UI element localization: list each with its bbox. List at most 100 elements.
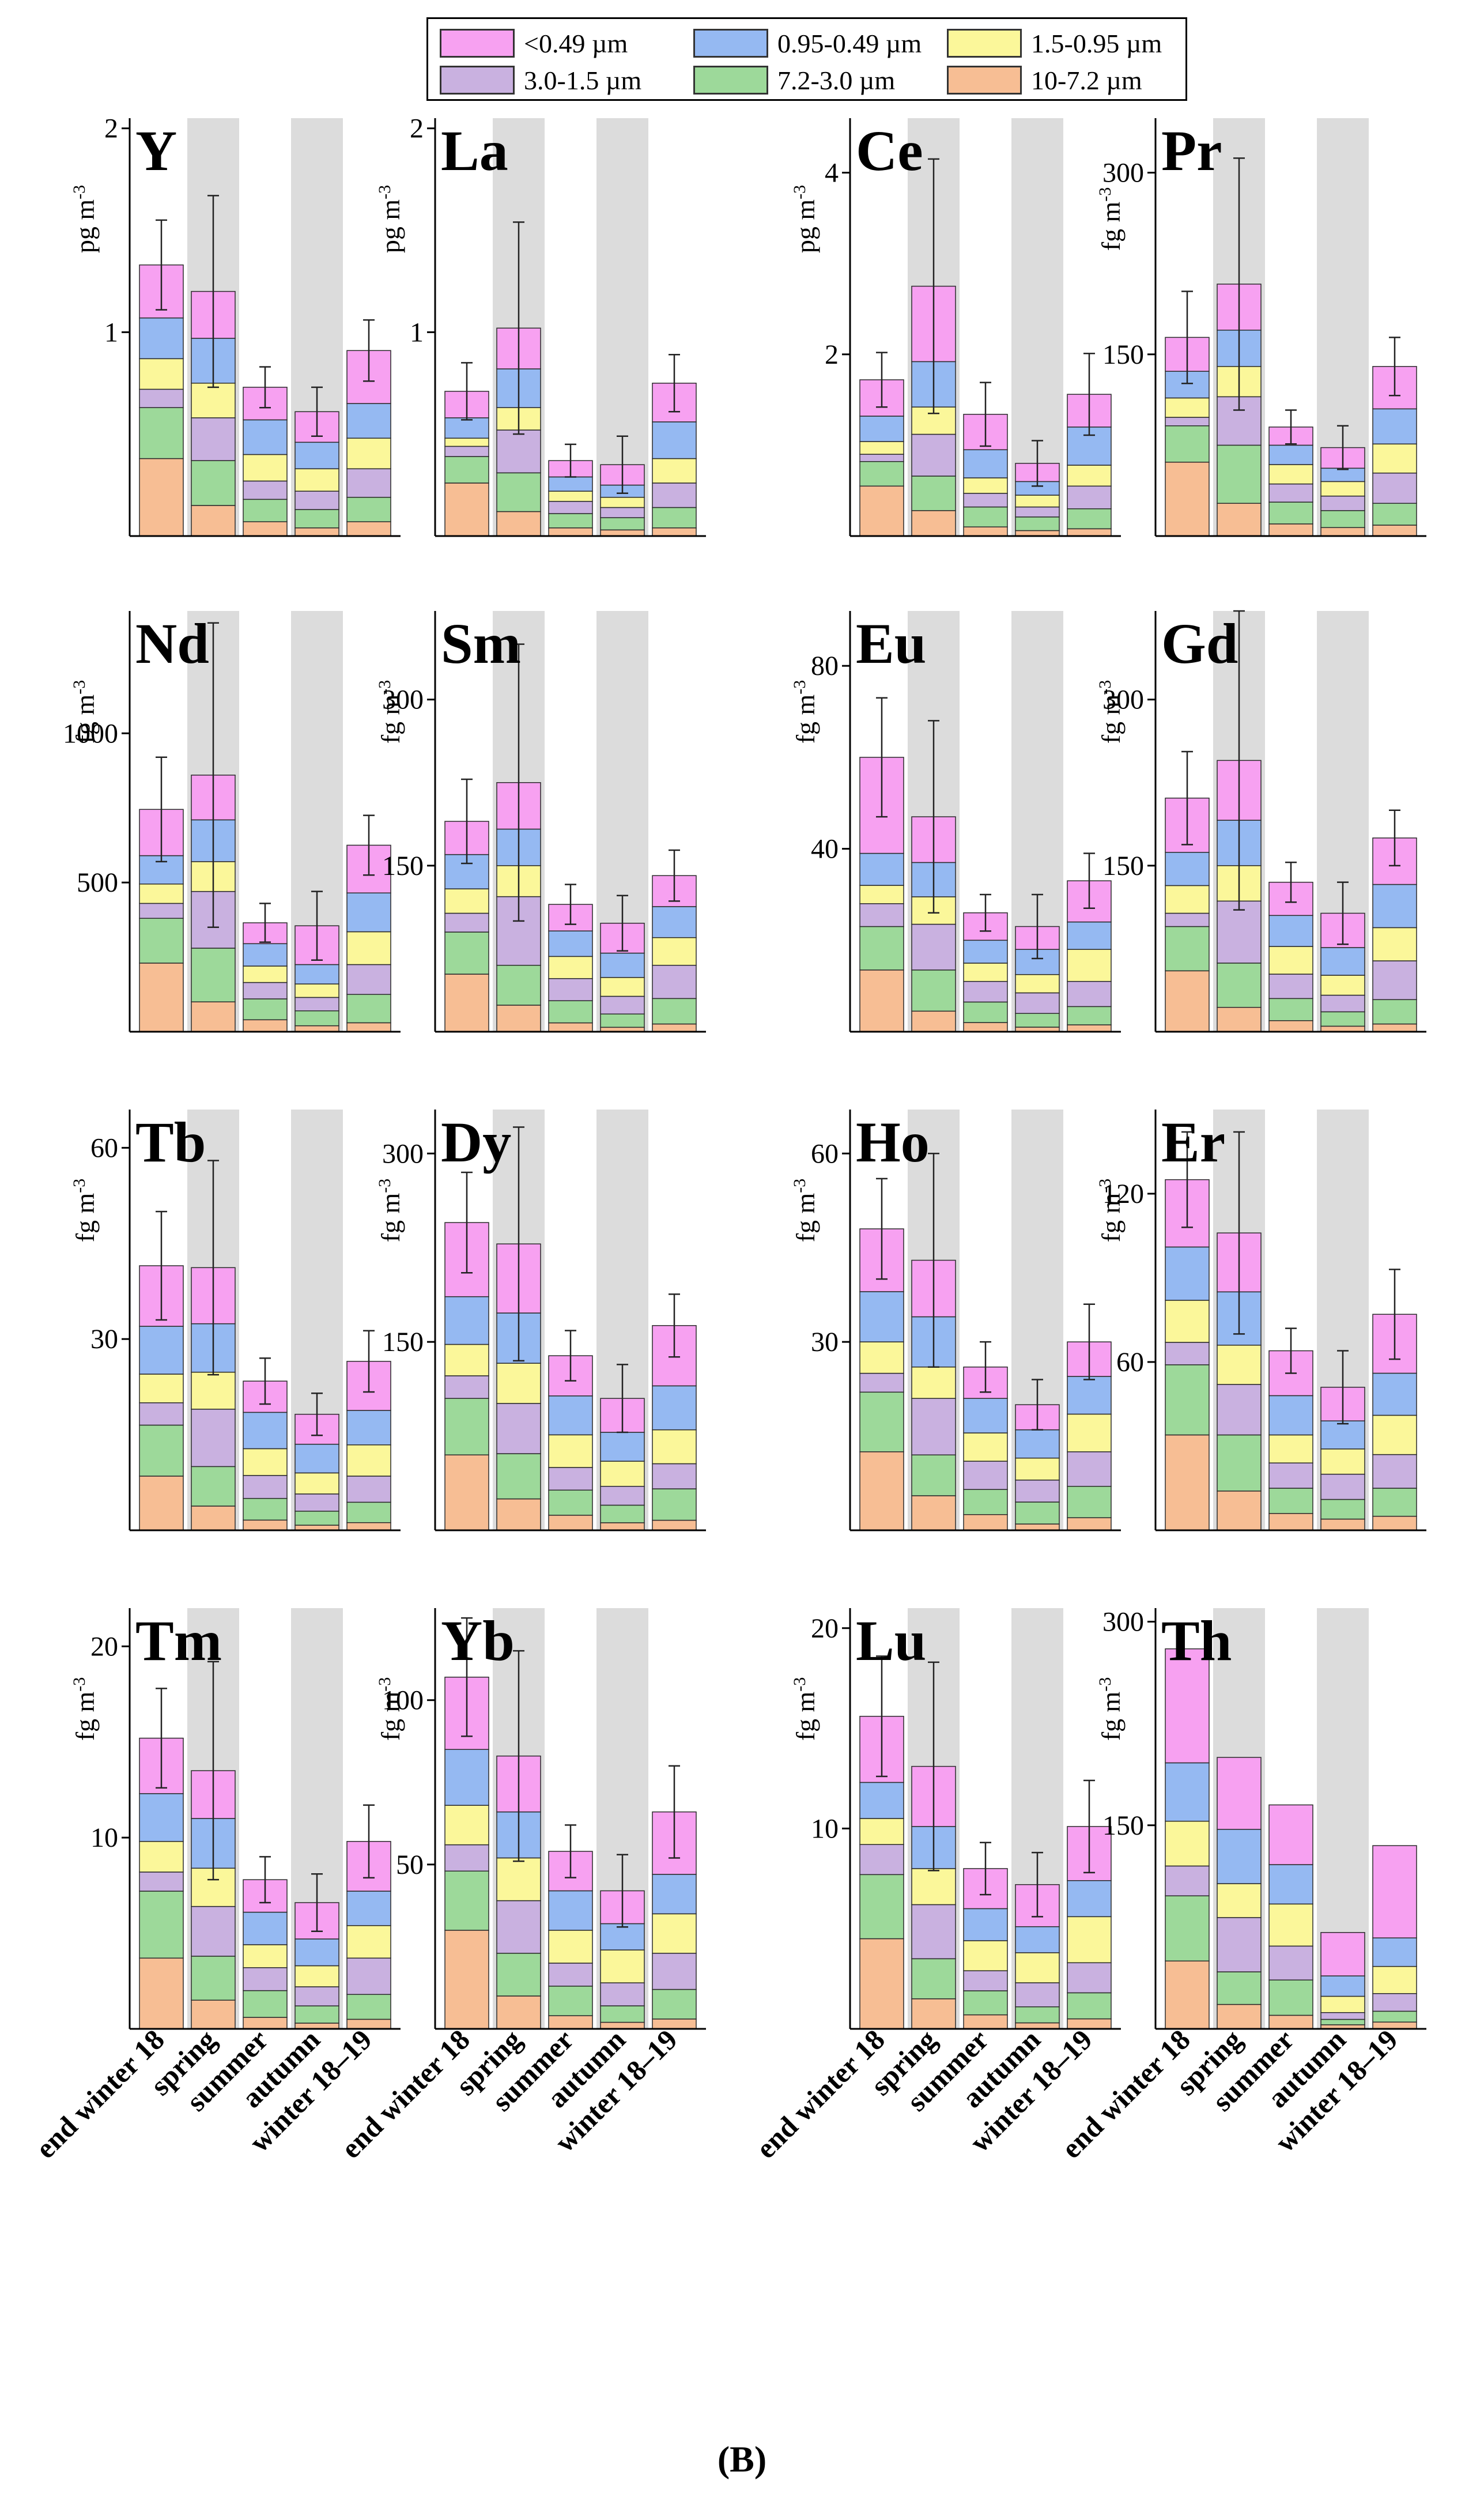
bar-segment-la-1-2 bbox=[496, 429, 541, 474]
chart-ho: 30 60 fg m-3 Ho bbox=[790, 1110, 1121, 1531]
y-tick-label-gd-1: 300 bbox=[1102, 685, 1144, 715]
bar-segment-la-2-0 bbox=[548, 527, 593, 537]
bar-segment-pr-2-4 bbox=[1268, 444, 1313, 465]
bar-segment-ho-2-4 bbox=[963, 1398, 1008, 1433]
bar-segment-eu-2-1 bbox=[963, 1001, 1008, 1023]
bar-segment-dy-0-2 bbox=[444, 1375, 489, 1399]
bar-segment-sm-1-0 bbox=[496, 1005, 541, 1032]
bar-segment-la-4-0 bbox=[652, 527, 697, 537]
error-bar-yb-0 bbox=[461, 1617, 473, 1737]
error-bar-y-3 bbox=[311, 386, 323, 437]
bar-segment-dy-4-3 bbox=[652, 1429, 697, 1465]
chart-title-nd: Nd bbox=[135, 612, 209, 676]
error-bar-nd-4 bbox=[363, 814, 375, 876]
y-tick-label-pr-1: 300 bbox=[1102, 158, 1144, 188]
bar-segment-ce-4-1 bbox=[1067, 508, 1112, 530]
bar-segment-tb-2-0 bbox=[243, 1519, 288, 1531]
y-axis-label-ce: pg m-3 bbox=[790, 185, 821, 253]
bar-segment-sm-3-2 bbox=[600, 995, 645, 1015]
bar-segment-dy-2-3 bbox=[548, 1434, 593, 1468]
bar-segment-th-2-1 bbox=[1268, 1979, 1313, 2016]
error-bar-er-0 bbox=[1181, 1131, 1193, 1228]
legend-item-72-30: 7.2-3.0 µm bbox=[693, 63, 895, 97]
bar-segment-tm-0-0 bbox=[139, 1957, 184, 2029]
y-tick-label-tm-0: 10 bbox=[90, 1823, 118, 1853]
bar-segment-th-1-4 bbox=[1217, 1829, 1262, 1884]
bar-segment-eu-1-1 bbox=[911, 969, 956, 1012]
error-bar-yb-2 bbox=[565, 1824, 576, 1878]
bar-segment-gd-0-4 bbox=[1165, 852, 1210, 886]
bar-segment-dy-3-3 bbox=[600, 1461, 645, 1487]
bar-segment-yb-1-0 bbox=[496, 1995, 541, 2029]
error-bar-tm-2 bbox=[259, 1856, 271, 1904]
bar-segment-tb-4-0 bbox=[346, 1522, 391, 1531]
y-tick-label-th-1: 300 bbox=[1102, 1607, 1144, 1637]
y-axis-label-y: pg m-3 bbox=[70, 185, 100, 253]
bar-segment-er-2-0 bbox=[1268, 1513, 1313, 1531]
bar-segment-th-4-3 bbox=[1372, 1965, 1417, 1994]
bar-segment-la-0-4 bbox=[444, 417, 489, 439]
bar-segment-tm-3-2 bbox=[294, 1986, 339, 2006]
bar-segment-th-1-5 bbox=[1217, 1757, 1262, 1830]
bar-segment-tm-0-3 bbox=[139, 1841, 184, 1873]
y-tick-label-sm-1: 300 bbox=[382, 685, 424, 715]
error-bar-lu-1 bbox=[928, 1661, 939, 1872]
bar-segment-gd-3-1 bbox=[1320, 1011, 1365, 1027]
bar-segment-dy-3-1 bbox=[600, 1504, 645, 1523]
legend-label-72-30: 7.2-3.0 µm bbox=[777, 65, 896, 95]
bar-segment-th-3-1 bbox=[1320, 2018, 1365, 2025]
bar-segment-sm-3-4 bbox=[600, 952, 645, 978]
error-bar-sm-0 bbox=[461, 778, 473, 865]
bar-segment-gd-4-4 bbox=[1372, 884, 1417, 929]
error-bar-sm-3 bbox=[617, 895, 628, 952]
bar-segment-nd-3-2 bbox=[294, 997, 339, 1012]
bar-segment-tb-0-3 bbox=[139, 1374, 184, 1403]
bar-segment-y-1-3 bbox=[191, 383, 236, 418]
bar-segment-y-3-2 bbox=[294, 491, 339, 510]
bar-segment-tm-1-0 bbox=[191, 1999, 236, 2029]
bar-segment-sm-4-3 bbox=[652, 937, 697, 966]
y-axis-label-la: pg m-3 bbox=[375, 185, 406, 253]
x-tick-label-lu-0: end winter 18 bbox=[750, 2023, 891, 2164]
bar-segment-ce-2-0 bbox=[963, 526, 1008, 537]
error-bar-tm-4 bbox=[363, 1804, 375, 1879]
bar-segment-yb-0-1 bbox=[444, 1870, 489, 1931]
error-bar-dy-0 bbox=[461, 1171, 473, 1274]
bar-segment-y-2-0 bbox=[243, 521, 288, 537]
error-bar-eu-4 bbox=[1083, 852, 1095, 910]
error-bar-ho-1 bbox=[928, 1153, 939, 1368]
bar-segment-nd-3-0 bbox=[294, 1025, 339, 1032]
bar-segment-nd-4-1 bbox=[346, 994, 391, 1024]
bar-segment-lu-3-4 bbox=[1015, 1926, 1060, 1953]
error-bar-sm-2 bbox=[565, 884, 576, 925]
chart-title-ce: Ce bbox=[856, 119, 923, 183]
bar-segment-th-1-2 bbox=[1217, 1917, 1262, 1972]
bar-segment-ce-4-2 bbox=[1067, 485, 1112, 510]
error-bar-er-3 bbox=[1337, 1350, 1349, 1425]
bar-segment-tm-3-1 bbox=[294, 2005, 339, 2024]
bar-segment-ho-3-0 bbox=[1015, 1523, 1060, 1531]
bar-segment-nd-3-3 bbox=[294, 983, 339, 998]
bar-segment-er-3-3 bbox=[1320, 1448, 1365, 1475]
y-tick-label-la-0: 1 bbox=[410, 317, 424, 348]
bar-segment-pr-3-4 bbox=[1320, 467, 1365, 482]
y-axis-label-nd: fg m-3 bbox=[70, 680, 100, 744]
bar-segment-sm-3-3 bbox=[600, 977, 645, 997]
error-bar-y-4 bbox=[363, 319, 375, 382]
bar-segment-er-1-0 bbox=[1217, 1491, 1262, 1531]
y-tick-label-pr-0: 150 bbox=[1102, 339, 1144, 370]
error-bar-ce-1 bbox=[928, 158, 939, 414]
bar-segment-y-3-1 bbox=[294, 509, 339, 529]
bar-segment-th-2-3 bbox=[1268, 1903, 1313, 1947]
bar-segment-eu-0-3 bbox=[859, 885, 904, 904]
bar-segment-tb-2-1 bbox=[243, 1497, 288, 1521]
bar-segment-er-4-4 bbox=[1372, 1372, 1417, 1416]
bar-segment-nd-4-0 bbox=[346, 1022, 391, 1032]
bar-segment-tb-1-2 bbox=[191, 1409, 236, 1467]
y-tick-label-dy-1: 300 bbox=[382, 1138, 424, 1169]
y-axis-label-pr: fg m-3 bbox=[1096, 187, 1126, 251]
y-axis-label-tb: fg m-3 bbox=[70, 1179, 100, 1243]
bar-segment-tb-1-1 bbox=[191, 1466, 236, 1507]
